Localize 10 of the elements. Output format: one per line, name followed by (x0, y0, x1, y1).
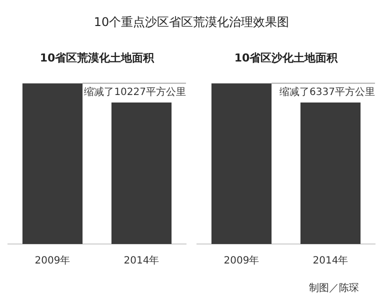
chart-title: 10省区沙化土地面积 (234, 51, 339, 64)
text: 10个重点沙区省区荒漠化治理效果图 (92, 14, 290, 31)
chart-title: 10省区荒漠化土地面积 (40, 51, 156, 64)
ref-line-label: 缩减了6337平方公里 (280, 86, 375, 98)
x-tick-label: 2014年 (312, 254, 348, 267)
x-tick-label: 2014年 (124, 254, 160, 267)
x-tick-label: 2009年 (34, 254, 70, 267)
ref-line-label: 缩减了10227平方公里 (84, 86, 186, 98)
x-tick-label: 2009年 (224, 254, 260, 267)
text: 制图／陈琛 (309, 282, 359, 295)
